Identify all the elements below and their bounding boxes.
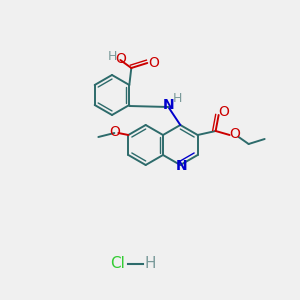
- Text: N: N: [176, 159, 187, 173]
- Text: O: O: [148, 56, 159, 70]
- Text: Cl: Cl: [111, 256, 125, 272]
- Text: N: N: [163, 98, 174, 112]
- Text: O: O: [109, 125, 120, 139]
- Text: H: H: [108, 50, 117, 64]
- Text: O: O: [218, 105, 229, 119]
- Text: O: O: [229, 127, 240, 141]
- Text: H: H: [172, 92, 182, 106]
- Text: O: O: [115, 52, 126, 66]
- Text: H: H: [144, 256, 156, 272]
